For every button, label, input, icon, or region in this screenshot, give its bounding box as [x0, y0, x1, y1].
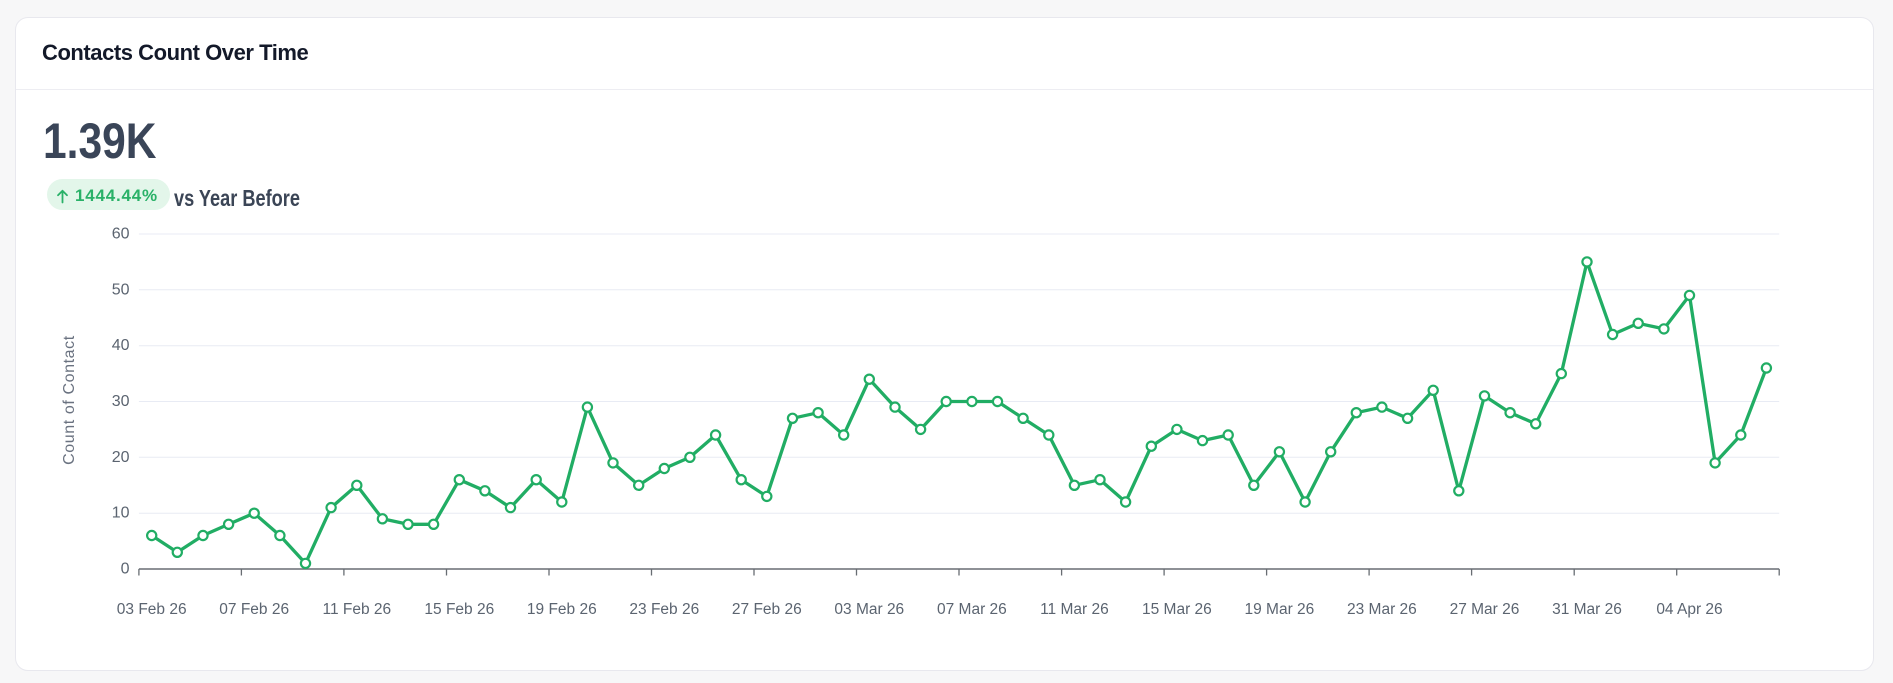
- svg-text:Count of Contact: Count of Contact: [61, 335, 78, 465]
- svg-text:27 Feb 26: 27 Feb 26: [732, 601, 802, 618]
- svg-text:60: 60: [112, 226, 130, 243]
- svg-text:23 Feb 26: 23 Feb 26: [629, 601, 699, 618]
- svg-text:19 Mar 26: 19 Mar 26: [1245, 601, 1315, 618]
- svg-text:11 Mar 26: 11 Mar 26: [1040, 601, 1109, 618]
- svg-text:30: 30: [112, 393, 130, 410]
- svg-text:03 Feb 26: 03 Feb 26: [117, 601, 187, 618]
- svg-text:03 Mar 26: 03 Mar 26: [834, 601, 904, 618]
- svg-text:20: 20: [112, 449, 130, 466]
- svg-text:27 Mar 26: 27 Mar 26: [1450, 601, 1520, 618]
- svg-text:04 Apr 26: 04 Apr 26: [1656, 601, 1722, 618]
- svg-text:31 Mar 26: 31 Mar 26: [1552, 601, 1622, 618]
- svg-text:07 Mar 26: 07 Mar 26: [937, 601, 1007, 618]
- svg-text:0: 0: [121, 561, 130, 578]
- svg-text:07 Feb 26: 07 Feb 26: [219, 601, 289, 618]
- svg-text:15 Feb 26: 15 Feb 26: [424, 601, 494, 618]
- svg-text:19 Feb 26: 19 Feb 26: [527, 601, 597, 618]
- svg-text:40: 40: [112, 337, 130, 354]
- svg-text:15 Mar 26: 15 Mar 26: [1142, 601, 1212, 618]
- svg-text:10: 10: [112, 505, 130, 522]
- svg-text:11 Feb 26: 11 Feb 26: [322, 601, 391, 618]
- svg-text:23 Mar 26: 23 Mar 26: [1347, 601, 1417, 618]
- svg-text:50: 50: [112, 281, 130, 298]
